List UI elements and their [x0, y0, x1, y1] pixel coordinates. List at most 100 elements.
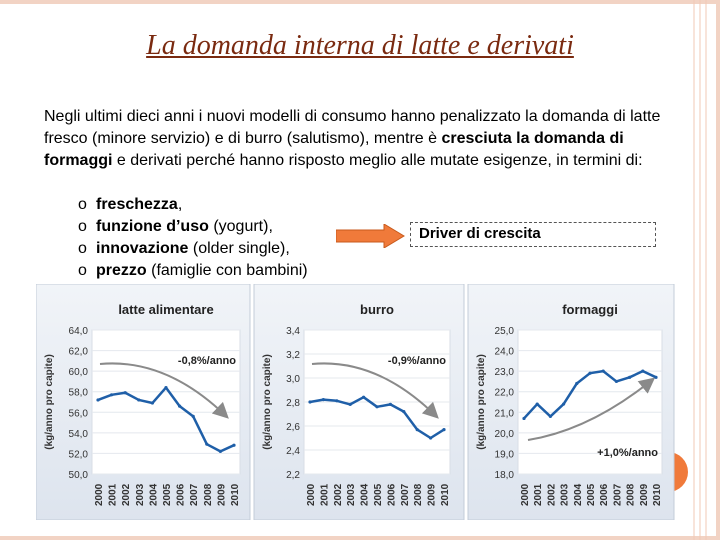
x-tick-label: 2006: [176, 483, 187, 506]
y-tick-label: 2,6: [286, 422, 300, 433]
plot-area: [91, 329, 241, 475]
bullet-bold: prezzo: [96, 262, 147, 279]
x-tick-label: 2001: [533, 483, 544, 506]
chart-title: burro: [360, 302, 394, 317]
y-tick-label: 25,0: [495, 326, 515, 337]
x-tick-label: 2001: [319, 483, 330, 506]
x-tick-label: 2000: [306, 483, 317, 506]
data-point: [137, 398, 141, 402]
data-point: [535, 402, 539, 406]
x-tick-label: 2007: [612, 483, 623, 506]
data-point: [321, 398, 325, 402]
intro-part2: e derivati perché hanno risposto meglio …: [112, 152, 643, 169]
data-point: [164, 386, 168, 390]
data-point: [654, 375, 658, 379]
data-point: [641, 369, 645, 373]
data-point: [402, 410, 406, 414]
bullet-rest: (famiglie con bambini): [146, 262, 308, 279]
x-tick-label: 2007: [400, 483, 411, 506]
x-tick-label: 2010: [230, 483, 241, 506]
y-tick-label: 22,0: [495, 388, 515, 399]
bullet-item: o freschezza,: [78, 194, 308, 216]
x-tick-label: 2001: [108, 483, 119, 506]
x-tick-label: 2006: [386, 483, 397, 506]
bullet-item: o funzione d’uso (yogurt),: [78, 216, 308, 238]
data-point: [628, 375, 632, 379]
trend-annotation: -0,9%/anno: [388, 355, 446, 367]
x-tick-label: 2002: [546, 483, 557, 506]
trend-arrow: [99, 362, 229, 419]
trend-arrow: [527, 377, 656, 441]
x-tick-label: 2006: [599, 483, 610, 506]
x-tick-label: 2002: [121, 483, 132, 506]
frame-right: [716, 0, 720, 540]
y-tick-label: 52,0: [69, 449, 89, 460]
y-axis-label: (kg/anno pro capite): [262, 354, 273, 450]
data-point: [575, 381, 579, 386]
x-tick-label: 2003: [560, 483, 571, 506]
bullet-rest: (older single),: [188, 240, 290, 257]
bullet-bold: innovazione: [96, 240, 189, 257]
x-tick-label: 2003: [135, 483, 146, 506]
y-tick-label: 2,4: [286, 446, 300, 457]
page-title: La domanda interna di latte e derivati: [146, 30, 574, 61]
x-tick-label: 2002: [333, 483, 344, 506]
data-point: [601, 369, 605, 373]
trend-arrow: [311, 362, 439, 419]
y-tick-label: 3,0: [286, 374, 300, 385]
bullet-bold: funzione d’uso: [96, 218, 209, 235]
y-tick-label: 54,0: [69, 429, 89, 440]
data-point: [308, 400, 312, 404]
bullet-rest: (yogurt),: [208, 218, 273, 235]
y-tick-label: 56,0: [69, 408, 89, 419]
x-tick-label: 2005: [586, 483, 597, 506]
x-tick-label: 2009: [639, 483, 650, 506]
y-axis-label: (kg/anno pro capite): [476, 354, 487, 450]
y-tick-label: 50,0: [69, 470, 89, 481]
chart-0: latte alimentare 50,0 52,0 54,0 56,0 58,0 60,0…: [36, 284, 251, 520]
data-point: [522, 416, 526, 421]
charts-area: latte alimentare 50,0 52,0 54,0 56,0 58,0 60,0…: [36, 284, 675, 520]
right-arrow-icon: [336, 224, 405, 248]
y-tick-label: 21,0: [495, 408, 515, 419]
x-tick-label: 2009: [427, 483, 438, 506]
trend-annotation: -0,8%/anno: [178, 355, 236, 367]
chart-title: formaggi: [562, 302, 618, 317]
x-tick-label: 2004: [148, 483, 159, 506]
data-point: [362, 395, 366, 399]
data-point: [415, 428, 419, 432]
data-point: [205, 442, 209, 446]
y-tick-label: 62,0: [69, 347, 89, 358]
x-tick-label: 2007: [189, 483, 200, 506]
data-point: [178, 404, 182, 408]
data-point: [110, 393, 114, 397]
y-tick-label: 20,0: [495, 429, 515, 440]
data-point: [232, 443, 236, 447]
data-point: [218, 449, 222, 453]
y-tick-label: 2,8: [286, 398, 300, 409]
bullet-rest: ,: [177, 196, 183, 213]
data-point: [388, 402, 392, 406]
intro-part1: Negli ultimi dieci anni i nuovi modelli …: [44, 108, 661, 147]
y-tick-label: 3,4: [286, 326, 300, 337]
bullet-bold: freschezza: [96, 196, 178, 213]
y-axis-label: (kg/anno pro capite): [44, 354, 55, 450]
bullet-marker: o: [78, 218, 87, 235]
x-tick-label: 2004: [360, 483, 371, 506]
chart-2: formaggi 18,0 19,0 20,0 21,0 22,0 23,0 24,0 25,0…: [467, 284, 675, 520]
data-point: [348, 402, 352, 406]
bullet-item: o prezzo (famiglie con bambini): [78, 260, 308, 282]
bullet-marker: o: [78, 196, 87, 213]
chart-title: latte alimentare: [118, 302, 213, 317]
x-tick-label: 2008: [413, 483, 424, 506]
data-point: [123, 391, 127, 395]
trend-annotation: +1,0%/anno: [597, 447, 658, 459]
decorative-lines: [693, 0, 707, 540]
x-tick-label: 2003: [346, 483, 357, 506]
data-point: [562, 402, 566, 406]
frame-bottom: [0, 536, 720, 540]
data-point: [96, 398, 100, 402]
data-point: [614, 379, 618, 384]
data-point: [442, 428, 446, 432]
data-point: [429, 436, 433, 440]
